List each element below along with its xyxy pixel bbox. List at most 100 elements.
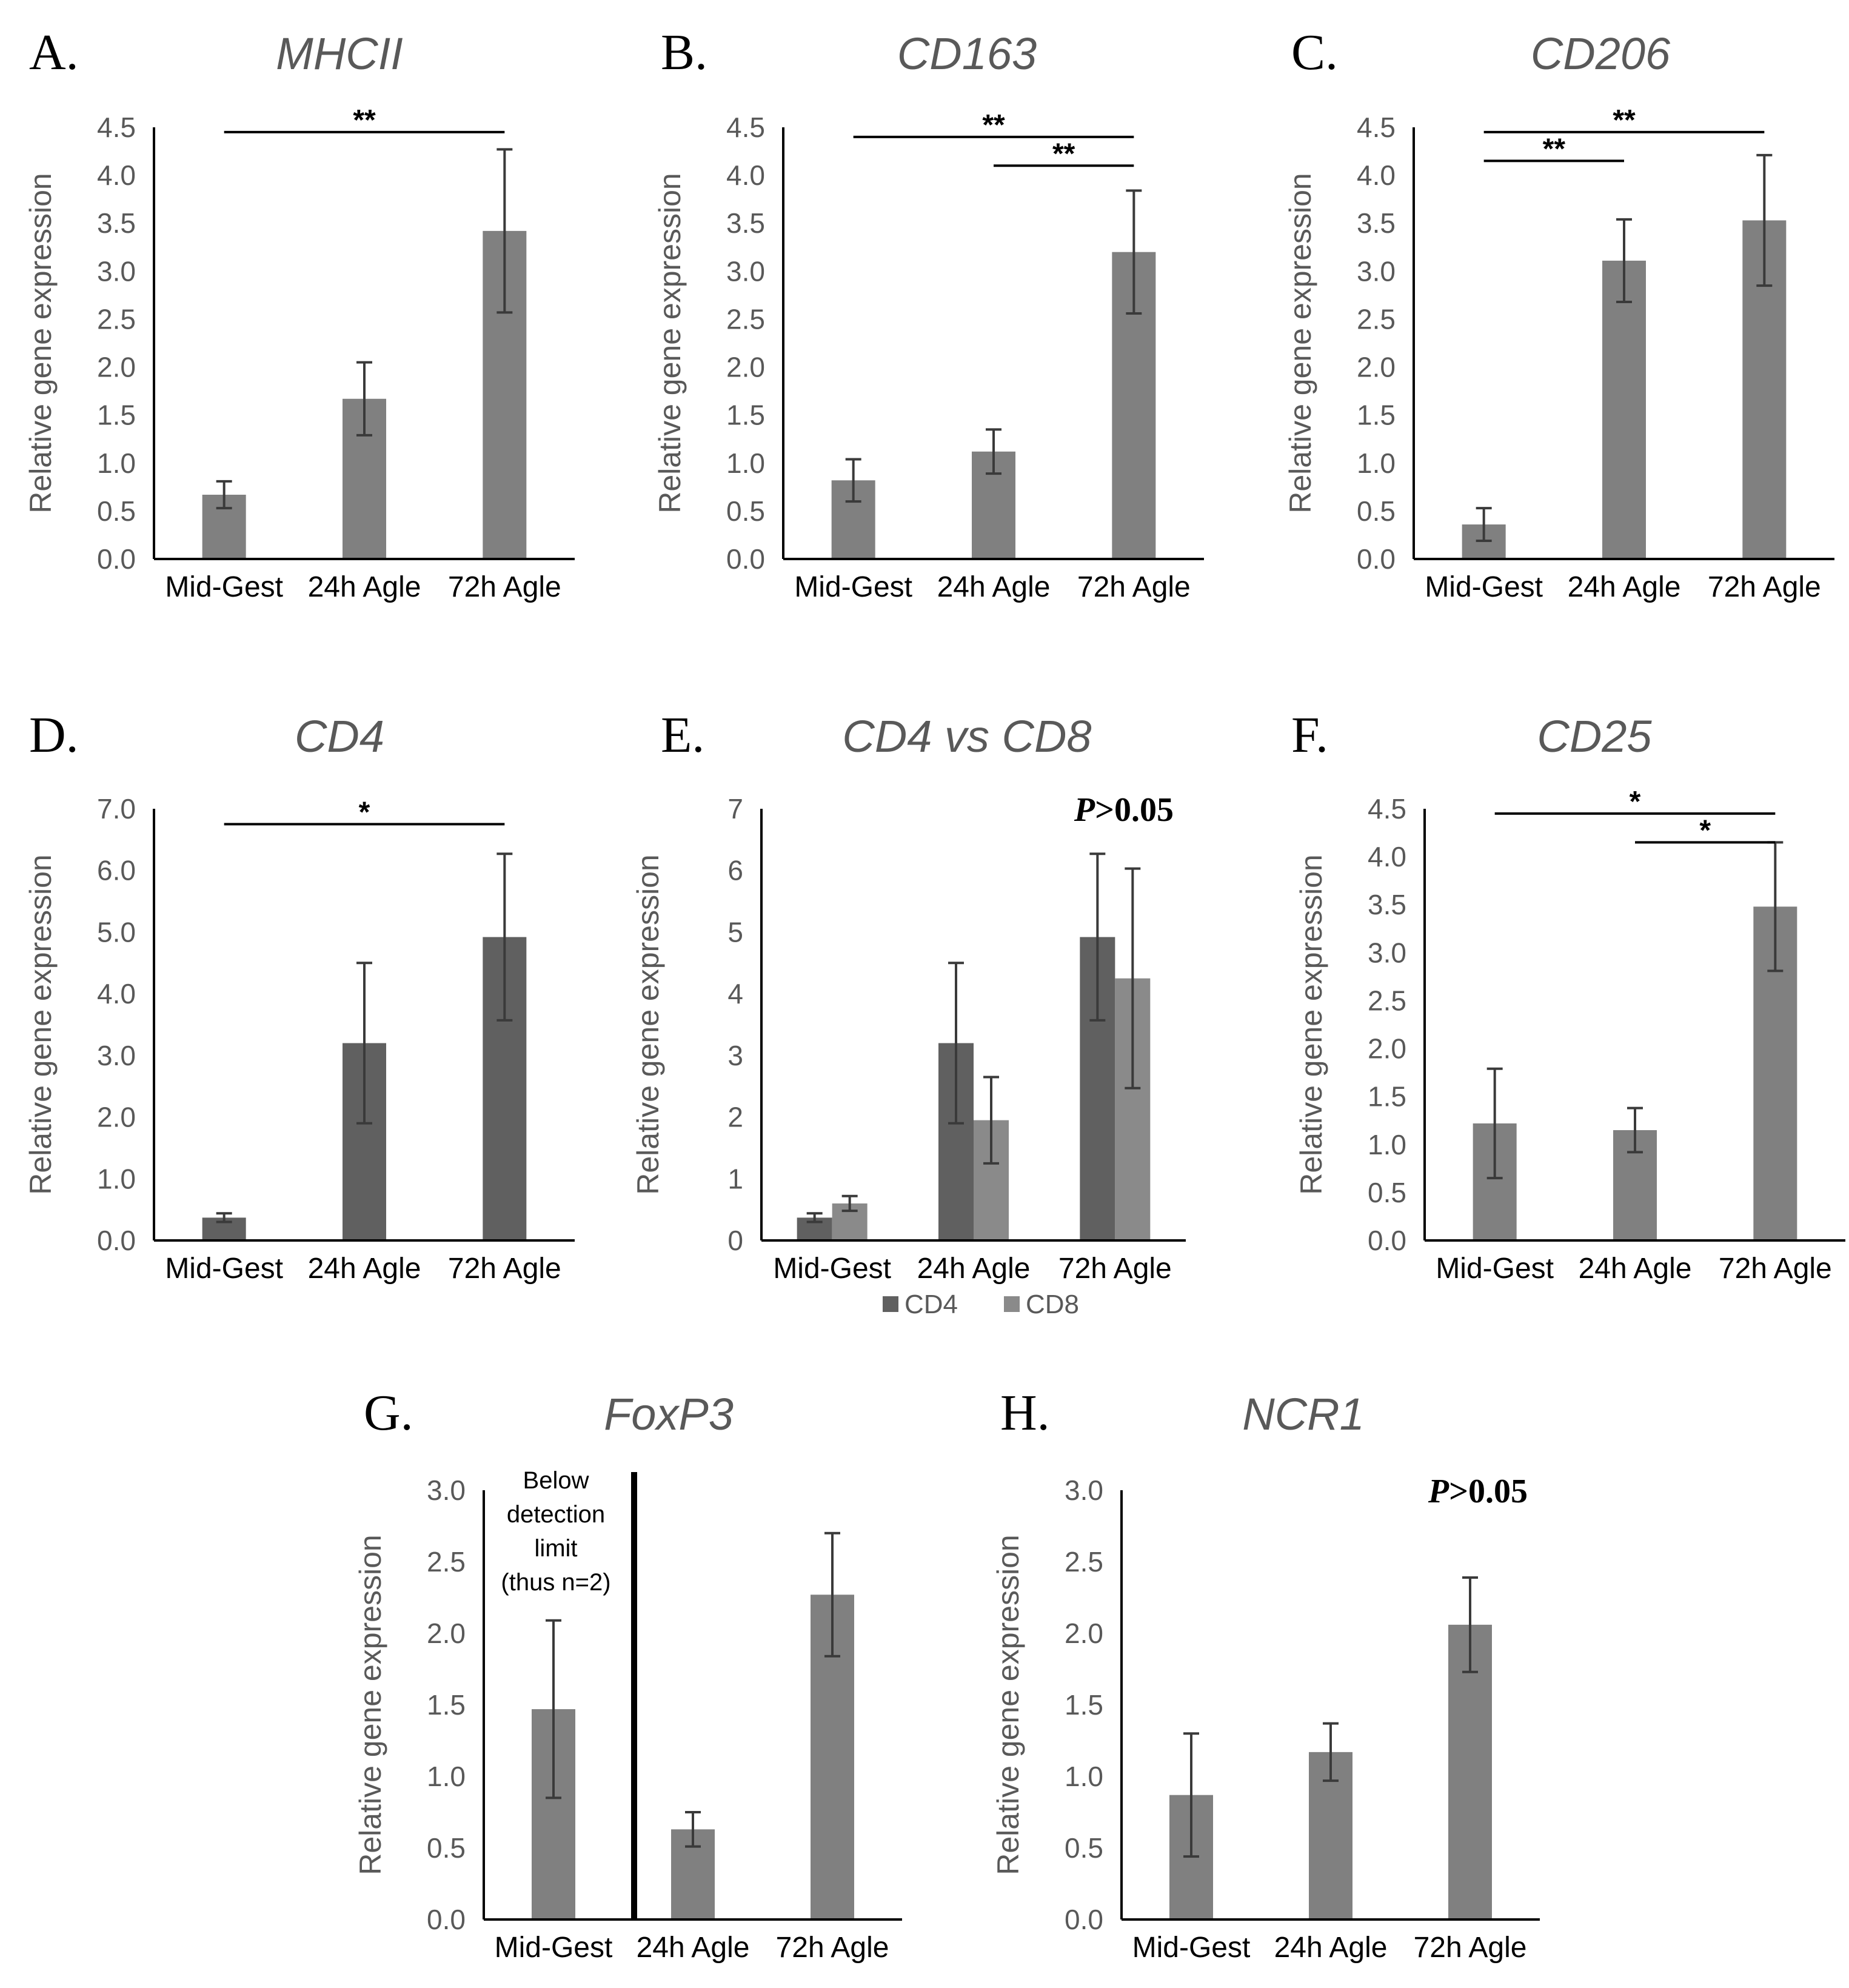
- y-tick-label: 0.5: [1357, 495, 1396, 527]
- x-tick-label: Mid-Gest: [794, 571, 912, 603]
- y-tick-label: 2.5: [1368, 985, 1406, 1016]
- y-tick-label: 2.5: [1065, 1546, 1103, 1578]
- y-tick-label: 1.0: [97, 447, 136, 479]
- x-tick-label: 72h Agle: [1058, 1253, 1172, 1285]
- y-tick-label: 4.5: [1368, 793, 1406, 825]
- y-tick-label: 3.5: [1357, 207, 1396, 239]
- x-tick-label: 24h Agle: [937, 571, 1051, 603]
- y-tick-label: 3.0: [1357, 255, 1396, 287]
- y-tick-label: 3.5: [97, 207, 136, 239]
- chart-panel-b: B. CD163 Relative gene expression 0.0 0.5 1.0…: [653, 24, 1204, 603]
- y-tick-label: 1.5: [427, 1689, 466, 1721]
- y-tick-label: 6.0: [97, 855, 136, 886]
- y-axis-title: Relative gene expression: [24, 173, 58, 513]
- significance-stars: **: [1543, 133, 1566, 165]
- x-tick-label: Mid-Gest: [1425, 571, 1543, 603]
- y-tick-label: 7: [727, 793, 743, 825]
- chart-panel-e: E. CD4 vs CD8 Relative gene expression 0 1 2 3…: [631, 707, 1186, 1319]
- x-tick-label: 24h Agle: [308, 1253, 421, 1285]
- x-tick-label: 24h Agle: [1274, 1932, 1388, 1964]
- p-value-label: P>0.05: [1074, 791, 1174, 829]
- significance-stars: **: [982, 109, 1005, 141]
- x-tick-label: Mid-Gest: [773, 1253, 891, 1285]
- y-tick-label: 2.5: [1357, 303, 1396, 335]
- y-tick-label: 4.0: [1368, 841, 1406, 872]
- significance-stars: **: [353, 104, 376, 136]
- note-text: limit: [534, 1535, 577, 1562]
- y-tick-label: 0: [727, 1225, 743, 1256]
- bar: [1602, 260, 1646, 559]
- chart-panel-f: F. CD25 Relative gene expression 0.0 0.5 1.0 1…: [1291, 707, 1845, 1285]
- y-tick-label: 3.0: [726, 255, 765, 287]
- chart-title: CD25: [1537, 711, 1652, 761]
- x-tick-label: Mid-Gest: [165, 1253, 283, 1285]
- chart-title: FoxP3: [604, 1389, 734, 1439]
- y-tick-label: 3.5: [726, 207, 765, 239]
- chart-title: NCR1: [1242, 1389, 1364, 1439]
- x-tick-label: Mid-Gest: [1132, 1932, 1251, 1964]
- y-tick-label: 0.0: [1065, 1904, 1103, 1935]
- y-tick-label: 1.0: [427, 1761, 466, 1792]
- y-tick-label: 0.0: [97, 1225, 136, 1256]
- chart-title: MHCII: [276, 28, 403, 79]
- panel-letter: H.: [1000, 1385, 1050, 1441]
- y-tick-label: 4.5: [726, 112, 765, 143]
- x-tick-label: Mid-Gest: [495, 1932, 613, 1964]
- panel-letter: G.: [364, 1385, 413, 1441]
- panel-letter: B.: [661, 24, 707, 81]
- x-tick-label: 72h Agle: [1414, 1932, 1527, 1964]
- significance-stars: *: [1699, 814, 1711, 846]
- note-text: detection: [507, 1501, 605, 1528]
- y-tick-label: 2: [727, 1102, 743, 1133]
- y-tick-label: 2.0: [97, 1102, 136, 1133]
- panel-letter: F.: [1291, 707, 1328, 763]
- y-axis-title: Relative gene expression: [1283, 173, 1317, 513]
- x-tick-label: 24h Agle: [1568, 571, 1681, 603]
- x-tick-label: 24h Agle: [637, 1932, 750, 1964]
- y-tick-label: 3.0: [1368, 937, 1406, 968]
- y-tick-label: 4.0: [1357, 159, 1396, 191]
- y-tick-label: 2.0: [1357, 352, 1396, 383]
- x-tick-label: Mid-Gest: [1436, 1253, 1554, 1285]
- chart-title: CD4: [295, 711, 384, 761]
- x-tick-label: Mid-Gest: [165, 571, 283, 603]
- y-tick-label: 1.5: [1368, 1081, 1406, 1113]
- y-tick-label: 5.0: [97, 916, 136, 948]
- y-tick-label: 0.5: [427, 1832, 466, 1864]
- significance-stars: **: [1613, 104, 1636, 136]
- y-axis-title: Relative gene expression: [1294, 854, 1328, 1194]
- y-tick-label: 4.0: [726, 159, 765, 191]
- y-tick-label: 1.0: [1065, 1761, 1103, 1792]
- significance-stars: **: [1052, 138, 1075, 170]
- y-tick-label: 0.5: [1368, 1177, 1406, 1208]
- y-tick-label: 7.0: [97, 793, 136, 825]
- p-value-text: >0.05: [1095, 791, 1174, 829]
- panel-letter: A.: [29, 24, 79, 81]
- y-tick-label: 1.5: [97, 400, 136, 431]
- panel-letter: D.: [29, 707, 79, 763]
- y-tick-label: 6: [727, 855, 743, 886]
- legend-label: CD8: [1026, 1290, 1079, 1319]
- y-tick-label: 5: [727, 916, 743, 948]
- x-tick-label: 24h Agle: [917, 1253, 1031, 1285]
- panel-letter: C.: [1291, 24, 1338, 81]
- y-tick-label: 2.0: [1065, 1618, 1103, 1649]
- bar: [1448, 1624, 1492, 1919]
- panel-letter: E.: [661, 707, 704, 763]
- y-tick-label: 0.0: [726, 543, 765, 575]
- x-tick-label: 72h Agle: [1708, 571, 1821, 603]
- legend-label: CD4: [904, 1290, 958, 1319]
- x-tick-label: 24h Agle: [1579, 1253, 1692, 1285]
- y-tick-label: 3.0: [427, 1474, 466, 1506]
- y-tick-label: 1.5: [726, 400, 765, 431]
- y-tick-label: 2.5: [726, 303, 765, 335]
- note-text: Below: [523, 1467, 589, 1494]
- y-tick-label: 3.0: [1065, 1474, 1103, 1506]
- y-tick-label: 0.0: [1357, 543, 1396, 575]
- significance-stars: *: [359, 796, 370, 828]
- y-tick-label: 2.5: [427, 1546, 466, 1578]
- note-text: (thus n=2): [501, 1569, 610, 1596]
- x-tick-label: 72h Agle: [448, 571, 561, 603]
- y-tick-label: 3.5: [1368, 889, 1406, 920]
